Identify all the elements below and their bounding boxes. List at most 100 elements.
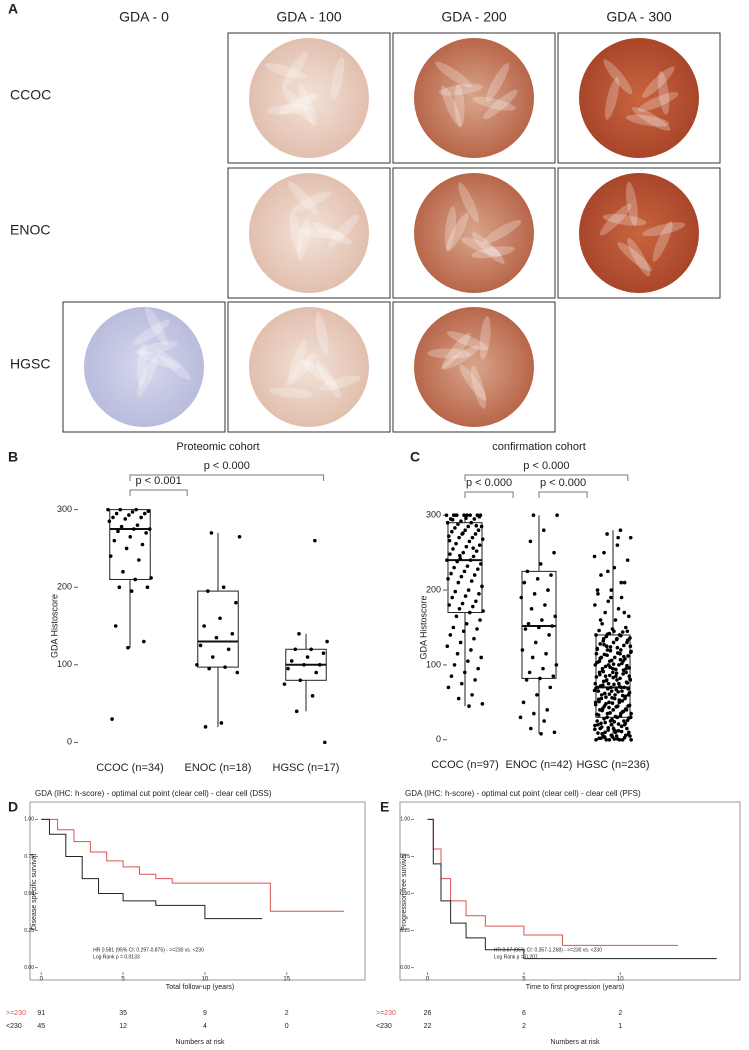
data-point	[539, 731, 543, 736]
data-point	[594, 633, 598, 637]
data-point	[541, 528, 546, 532]
y-axis-label: Progression-free survival	[401, 853, 408, 931]
data-point	[621, 672, 625, 676]
data-point	[606, 599, 611, 604]
data-point	[552, 550, 556, 555]
data-point	[596, 689, 601, 693]
data-point	[448, 552, 452, 556]
data-point	[609, 723, 614, 727]
data-point	[543, 603, 547, 607]
tissue-core	[84, 307, 204, 427]
tissue-texture	[441, 345, 480, 370]
data-point	[127, 513, 131, 517]
data-point	[205, 589, 210, 593]
data-point	[128, 534, 133, 539]
data-point	[526, 621, 531, 626]
tissue-texture	[458, 182, 479, 223]
tissue-core	[579, 173, 699, 293]
y-tick-label: 100	[57, 659, 72, 669]
data-point	[600, 708, 604, 713]
survival-curve	[427, 818, 717, 960]
data-point	[616, 606, 621, 611]
data-point	[593, 603, 597, 607]
tissue-texture	[444, 206, 457, 250]
data-point	[149, 576, 153, 580]
data-point	[462, 569, 467, 574]
data-point	[621, 668, 626, 672]
data-point	[611, 670, 615, 675]
comparison-bracket	[129, 489, 188, 496]
data-point	[622, 580, 627, 585]
risk-group-label: >=230	[6, 1010, 26, 1017]
data-point	[628, 636, 632, 640]
tissue-texture	[459, 364, 487, 401]
data-point	[623, 707, 628, 711]
data-point	[448, 633, 453, 637]
data-point	[594, 686, 598, 690]
data-point	[611, 640, 616, 645]
data-point	[466, 659, 470, 663]
data-point	[475, 627, 479, 631]
risk-count: 4	[203, 1023, 207, 1030]
data-point	[612, 682, 616, 687]
data-point	[453, 513, 458, 518]
data-point	[607, 700, 611, 705]
data-point	[132, 527, 136, 531]
column-header: GDA - 200	[441, 9, 507, 25]
tissue-texture	[288, 339, 307, 382]
data-point	[554, 663, 559, 667]
data-point	[314, 670, 319, 675]
data-point	[447, 603, 451, 607]
data-point	[467, 539, 472, 544]
data-point	[544, 651, 548, 656]
tissue-texture	[134, 341, 178, 355]
data-point	[522, 580, 527, 585]
data-point	[605, 648, 610, 652]
y-tick-label: 0.00	[400, 965, 410, 971]
data-point	[473, 532, 478, 536]
data-point	[617, 684, 622, 689]
data-point	[593, 727, 597, 732]
data-point	[551, 674, 556, 678]
survival-curve	[41, 818, 344, 912]
data-point	[453, 526, 457, 530]
tissue-texture	[627, 237, 651, 277]
data-point	[226, 647, 231, 652]
y-tick-label: 0.25	[24, 928, 34, 934]
data-point	[302, 662, 306, 667]
data-point	[530, 655, 535, 660]
data-point	[606, 681, 611, 686]
data-point	[459, 681, 464, 686]
data-point	[533, 640, 538, 645]
data-point	[603, 664, 608, 669]
data-point	[140, 542, 145, 547]
data-point	[464, 516, 468, 521]
data-point	[597, 699, 601, 704]
y-tick-label: 0.75	[400, 854, 410, 860]
tissue-texture	[264, 63, 307, 80]
data-point	[611, 708, 615, 712]
data-point	[445, 558, 449, 562]
data-point	[623, 721, 628, 726]
panel-label: A	[8, 1, 18, 17]
risk-count: 22	[424, 1023, 432, 1030]
data-point	[609, 733, 614, 738]
data-point	[531, 513, 536, 518]
data-point	[116, 529, 120, 534]
data-point	[286, 666, 290, 671]
data-point	[601, 683, 605, 687]
data-point	[624, 680, 629, 684]
data-point	[615, 636, 619, 641]
data-point	[123, 517, 128, 521]
tissue-texture	[138, 350, 181, 369]
data-point	[313, 538, 317, 543]
tissue-texture	[435, 61, 473, 88]
data-point	[473, 678, 477, 682]
data-point	[546, 588, 550, 592]
data-point	[602, 734, 607, 739]
data-point	[450, 517, 455, 522]
tissue-texture	[472, 96, 516, 111]
comparison-label: p < 0.000	[204, 460, 250, 472]
data-point	[627, 674, 632, 678]
data-point	[480, 702, 485, 706]
